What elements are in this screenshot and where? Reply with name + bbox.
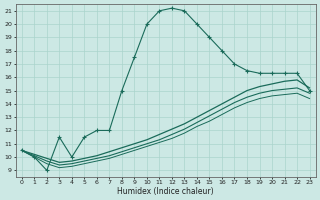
- X-axis label: Humidex (Indice chaleur): Humidex (Indice chaleur): [117, 187, 214, 196]
